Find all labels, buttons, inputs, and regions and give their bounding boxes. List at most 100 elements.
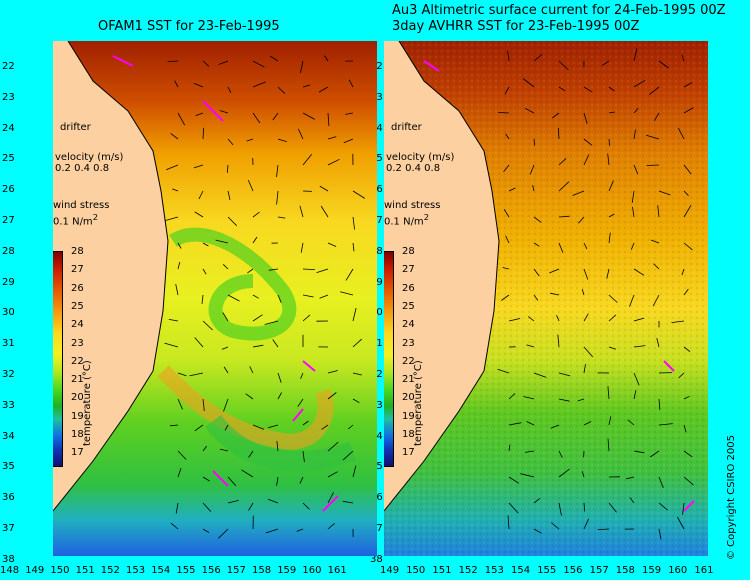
velocity-vector xyxy=(299,476,304,484)
velocity-vector xyxy=(608,502,617,513)
velocity-vector xyxy=(528,316,535,322)
velocity-vector xyxy=(169,424,179,427)
velocity-vector xyxy=(246,138,254,142)
velocity-vector xyxy=(633,164,639,175)
velocity-vector xyxy=(583,421,592,426)
velocity-vector xyxy=(556,315,560,322)
velocity-vector xyxy=(608,416,612,426)
velocity-vector xyxy=(583,138,593,146)
longitude-tick-label: 149 xyxy=(380,565,400,576)
velocity-vector xyxy=(683,424,687,433)
velocity-vector xyxy=(597,528,610,530)
velocity-vector xyxy=(269,55,279,62)
velocity-vector xyxy=(226,164,229,173)
velocity-vector xyxy=(633,317,645,322)
colorbar-tick-label: 24 xyxy=(402,319,415,331)
velocity-vector xyxy=(653,112,660,122)
velocity-vector xyxy=(219,110,229,114)
velocity-vector xyxy=(170,133,179,140)
velocity-vector xyxy=(202,445,208,452)
velocity-vector xyxy=(608,314,617,322)
velocity-vector xyxy=(629,294,635,307)
colorbar-tick-label: 17 xyxy=(71,447,84,459)
longitude-tick-label: 161 xyxy=(327,565,347,576)
velocity-vector xyxy=(319,294,329,299)
velocity-vector xyxy=(327,242,337,247)
velocity-vector xyxy=(533,216,542,223)
latitude-tick-label: 33 xyxy=(2,399,15,411)
velocity-vector xyxy=(658,423,673,426)
velocity-vector xyxy=(227,86,232,93)
wind-stress-legend-title: wind stress xyxy=(384,200,441,211)
velocity-vector xyxy=(682,502,685,515)
velocity-vector xyxy=(583,313,589,322)
velocity-vector xyxy=(633,268,645,276)
velocity-vector xyxy=(608,346,617,350)
velocity-vector xyxy=(508,476,520,484)
longitude-tick-label: 158 xyxy=(252,565,272,576)
velocity-vector xyxy=(583,242,588,250)
velocity-vector xyxy=(302,268,316,270)
velocity-vector xyxy=(247,179,254,192)
velocity-vector xyxy=(683,107,694,114)
wind-stress-unit-exponent: 2 xyxy=(423,212,429,222)
longitude-tick-label: 149 xyxy=(25,565,45,576)
velocity-vector xyxy=(175,284,179,296)
longitude-tick-label: 159 xyxy=(642,565,662,576)
avhrr-sst-map-panel: drifter velocity (m/s) 0.2 0.4 0.8 wind … xyxy=(384,41,708,556)
longitude-tick-label: 155 xyxy=(176,565,196,576)
velocity-vector xyxy=(681,268,685,276)
velocity-vector xyxy=(316,268,329,273)
velocity-vector xyxy=(583,154,590,166)
latitude-tick-label: 27 xyxy=(2,215,15,226)
latitude-tick-label: 34 xyxy=(2,430,15,442)
velocity-vector xyxy=(683,242,693,251)
left-panel-title: OFAM1 SST for 23-Feb-1995 xyxy=(98,19,280,34)
longitude-tick-label: 161 xyxy=(694,565,714,576)
latitude-tick-label: 32 xyxy=(2,369,15,380)
velocity-vector xyxy=(177,450,187,460)
velocity-vector xyxy=(174,80,179,88)
velocity-vector xyxy=(558,242,564,253)
longitude-tick-label: 153 xyxy=(126,565,146,576)
velocity-vector xyxy=(550,522,560,530)
latitude-tick-label: 25 xyxy=(2,153,15,165)
velocity-vector xyxy=(248,502,254,511)
velocity-vector xyxy=(683,346,691,353)
velocity-vector xyxy=(658,398,661,410)
velocity-vector xyxy=(194,211,204,218)
longitude-tick-label: 160 xyxy=(302,565,322,576)
velocity-vector xyxy=(683,205,692,218)
velocity-vector xyxy=(193,164,204,169)
colorbar-tick-label: 22 xyxy=(402,355,415,367)
velocity-vector xyxy=(252,211,260,218)
velocity-vector xyxy=(683,450,693,458)
velocity-vector xyxy=(272,112,279,121)
velocity-vector xyxy=(658,476,664,488)
velocity-vector xyxy=(245,393,254,400)
velocity-vector xyxy=(249,366,254,374)
velocity-vector xyxy=(318,86,329,93)
longitude-tick-label: 157 xyxy=(226,565,246,576)
drifter-legend-label: drifter xyxy=(391,122,422,133)
velocity-vector xyxy=(202,502,212,512)
velocity-vector xyxy=(345,268,354,281)
velocity-vector xyxy=(277,138,288,143)
velocity-vector xyxy=(558,60,569,71)
velocity-vector xyxy=(268,268,279,271)
velocity-vector xyxy=(505,235,510,244)
velocity-vector xyxy=(193,82,204,88)
velocity-vector xyxy=(552,112,560,119)
colorbar-tick-label: 28 xyxy=(402,246,415,257)
velocity-vector xyxy=(523,396,535,400)
velocity-vector xyxy=(601,60,610,66)
velocity-vector xyxy=(302,502,310,510)
velocity-vector xyxy=(633,390,637,400)
velocity-vector xyxy=(633,345,646,348)
velocity-vector xyxy=(327,158,340,166)
velocity-vector xyxy=(168,319,179,322)
velocity-vector xyxy=(503,164,510,173)
velocity-vector xyxy=(277,216,286,219)
velocity-vector xyxy=(276,164,279,178)
velocity-vector xyxy=(345,112,354,115)
